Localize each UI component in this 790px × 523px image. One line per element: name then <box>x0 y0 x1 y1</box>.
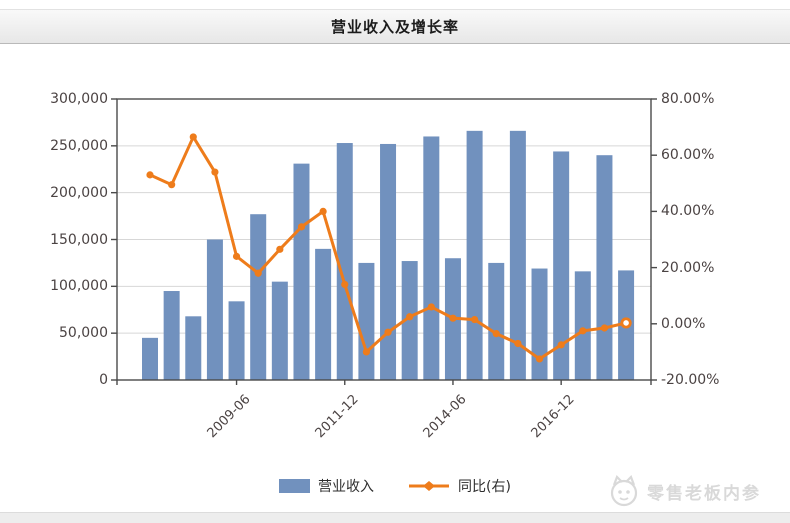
legend-label-revenue: 营业收入 <box>318 479 375 495</box>
yoy-growth-point <box>535 355 544 363</box>
legend-label-yoy: 同比(右) <box>458 479 511 495</box>
yoy-growth-point <box>600 324 609 332</box>
yoy-growth-point <box>297 223 306 231</box>
revenue-bar <box>380 143 397 380</box>
yoy-growth-point <box>211 168 219 176</box>
chart-legend: 营业收入 同比(右) <box>0 476 790 496</box>
right-axis-label: -20.00% <box>661 372 720 388</box>
revenue-bar <box>596 155 613 380</box>
yoy-growth-point <box>427 303 435 311</box>
watermark: 零售老板内参 <box>608 474 761 508</box>
watermark-logo-icon <box>610 475 638 507</box>
yoy-growth-point <box>471 315 479 324</box>
revenue-bar <box>228 301 245 380</box>
yoy-growth-point <box>146 171 154 179</box>
yoy-growth-endpoint <box>620 317 632 329</box>
chart-title-bar: 营业收入及增长率 <box>0 9 790 44</box>
yoy-growth-point <box>514 339 522 348</box>
revenue-bar <box>315 248 332 380</box>
revenue-bar <box>250 214 267 380</box>
revenue-bar-swatch-icon <box>279 479 311 493</box>
revenue-bar <box>488 262 505 380</box>
y-axis-label: 150,000 <box>50 231 108 248</box>
yoy-growth-point <box>276 245 284 253</box>
right-axis-label: 20.00% <box>661 259 715 276</box>
right-axis-label: 40.00% <box>661 203 715 220</box>
y-axis-label: 0 <box>99 372 108 388</box>
revenue-bar <box>574 271 591 380</box>
footer-strip <box>0 512 790 523</box>
revenue-bar <box>142 337 158 380</box>
yoy-growth-point <box>579 327 587 335</box>
revenue-bar <box>271 281 288 380</box>
revenue-bar <box>206 239 223 380</box>
yoy-growth-point <box>341 280 349 289</box>
yoy-growth-point <box>384 328 392 336</box>
yoy-growth-point <box>492 330 500 338</box>
watermark-text: 零售老板内参 <box>647 483 761 504</box>
legend-item-revenue: 营业收入 <box>279 476 374 496</box>
revenue-bar <box>466 130 483 380</box>
yoy-growth-point <box>232 252 241 260</box>
yoy-growth-point <box>362 348 370 356</box>
y-axis-label: 50,000 <box>59 325 108 342</box>
revenue-bar <box>423 136 440 380</box>
y-axis-label: 100,000 <box>50 278 108 295</box>
revenue-bar <box>401 261 418 380</box>
revenue-bar <box>531 268 548 380</box>
revenue-bar <box>509 130 526 380</box>
yoy-growth-point <box>449 314 457 322</box>
yoy-line-swatch-icon <box>409 481 450 491</box>
y-axis-label: 200,000 <box>50 184 108 201</box>
revenue-bar <box>185 316 202 380</box>
yoy-growth-point <box>557 341 565 349</box>
y-axis-label: 300,000 <box>50 91 108 107</box>
revenue-bar <box>553 151 570 380</box>
right-axis-label: 0.00% <box>661 315 706 332</box>
revenue-bar <box>293 163 310 380</box>
yoy-growth-point <box>189 133 197 141</box>
revenue-bar <box>163 291 180 380</box>
right-axis-label: 60.00% <box>661 147 715 164</box>
legend-item-yoy: 同比(右) <box>408 476 511 496</box>
yoy-growth-point <box>319 207 327 215</box>
revenue-bar <box>358 262 375 380</box>
revenue-bar <box>336 143 353 380</box>
y-axis-label: 250,000 <box>50 137 108 154</box>
chart-title: 营业收入及增长率 <box>330 18 459 36</box>
right-axis-label: 80.00% <box>661 91 715 107</box>
yoy-growth-point <box>406 313 414 321</box>
yoy-growth-point <box>254 269 262 277</box>
yoy-growth-point <box>168 181 176 189</box>
